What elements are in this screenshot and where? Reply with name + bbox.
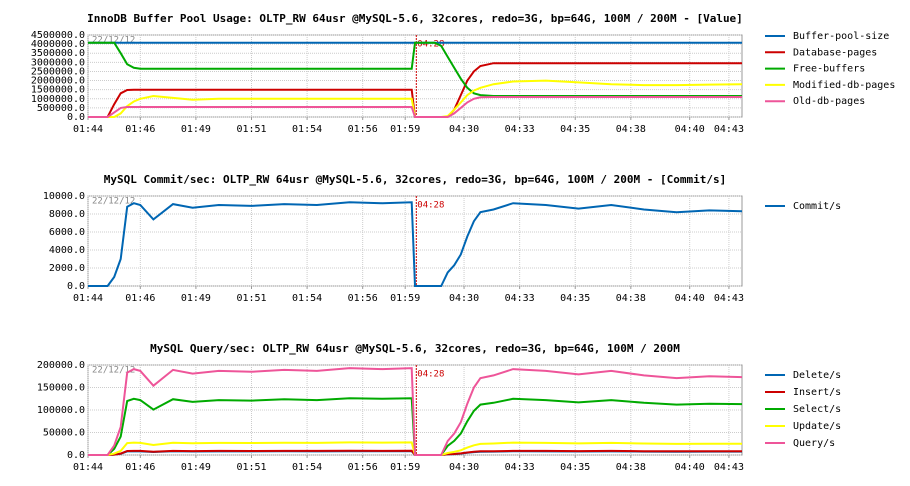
x-tick-label: 01:54 — [292, 124, 322, 135]
x-tick-label: 01:49 — [181, 293, 211, 304]
y-tick-label: 6000.0 — [49, 227, 85, 238]
legend-label: Database-pages — [793, 47, 877, 58]
y-tick-label: 10000.0 — [43, 191, 85, 202]
chart-title: MySQL Commit/sec: OLTP_RW 64usr @MySQL-5… — [104, 173, 727, 186]
x-tick-label: 01:51 — [236, 124, 266, 135]
x-tick-label: 01:56 — [348, 462, 378, 473]
legend-label: Query/s — [793, 438, 835, 449]
legend-label: Modified-db-pages — [793, 80, 895, 91]
chart-title: InnoDB Buffer Pool Usage: OLTP_RW 64usr … — [87, 12, 743, 25]
y-tick-label: 200000.0 — [37, 360, 85, 371]
x-tick-label: 01:54 — [292, 462, 322, 473]
y-tick-label: 100000.0 — [37, 405, 85, 416]
legend-label: Delete/s — [793, 370, 841, 381]
x-tick-label: 04:40 — [675, 462, 705, 473]
x-tick-label: 01:54 — [292, 293, 322, 304]
x-tick-label: 04:38 — [616, 124, 646, 135]
x-tick-label: 01:51 — [236, 462, 266, 473]
x-tick-label: 04:33 — [505, 293, 535, 304]
y-tick-label: 50000.0 — [43, 428, 85, 439]
series-line — [88, 367, 743, 456]
y-tick-label: 4000000.0 — [31, 39, 85, 50]
x-tick-label: 01:46 — [125, 124, 155, 135]
marker-label: 04:28 — [417, 201, 444, 211]
legend-label: Commit/s — [793, 201, 841, 212]
legend-label: Buffer-pool-size — [793, 31, 889, 42]
x-tick-label: 01:46 — [125, 293, 155, 304]
x-tick-label: 04:38 — [616, 462, 646, 473]
x-tick-label: 01:59 — [390, 293, 420, 304]
y-tick-label: 0.0 — [67, 112, 85, 123]
marker-label: 04:28 — [417, 40, 444, 50]
chart-panel: 0.0500000.01000000.01500000.02000000.025… — [31, 12, 896, 135]
series-line — [88, 96, 742, 118]
x-tick-label: 04:35 — [560, 462, 590, 473]
y-tick-label: 0.0 — [67, 450, 85, 461]
y-tick-label: 3000000.0 — [31, 57, 85, 68]
x-tick-label: 04:43 — [714, 462, 744, 473]
x-tick-label: 01:59 — [390, 124, 420, 135]
y-tick-label: 1000000.0 — [31, 94, 85, 105]
x-tick-label: 04:43 — [714, 124, 744, 135]
y-tick-label: 150000.0 — [37, 383, 85, 394]
legend-label: Insert/s — [793, 387, 841, 398]
x-tick-label: 01:44 — [73, 293, 103, 304]
y-tick-label: 2000.0 — [49, 263, 85, 274]
x-tick-label: 04:30 — [449, 124, 479, 135]
date-label: 22/12/12 — [92, 197, 135, 207]
y-tick-label: 8000.0 — [49, 209, 85, 220]
x-tick-label: 04:35 — [560, 124, 590, 135]
y-tick-label: 0.0 — [67, 281, 85, 292]
x-tick-label: 04:33 — [505, 462, 535, 473]
legend-label: Old-db-pages — [793, 96, 865, 107]
x-tick-label: 04:30 — [449, 293, 479, 304]
x-tick-label: 01:44 — [73, 124, 103, 135]
y-tick-label: 1500000.0 — [31, 85, 85, 96]
chart-panel: 0.0 50000.0 100000.0 150000.0 200000.0 01:44 0… — [37, 342, 841, 473]
y-tick-label: 4000.0 — [49, 245, 85, 256]
y-tick-label: 4500000.0 — [31, 30, 85, 41]
x-tick-label: 01:49 — [181, 462, 211, 473]
date-label: 22/12/12 — [92, 36, 135, 46]
y-tick-label: 3500000.0 — [31, 48, 85, 59]
x-tick-label: 04:43 — [714, 293, 744, 304]
marker-label: 04:28 — [417, 370, 444, 380]
date-label: 22/12/12 — [92, 366, 135, 376]
x-tick-label: 04:38 — [616, 293, 646, 304]
x-tick-label: 01:56 — [348, 293, 378, 304]
chart-panel: 0.0 2000.0 4000.0 6000.0 8000.0 10000.0 01:44 0… — [43, 173, 841, 304]
x-tick-label: 04:33 — [505, 124, 535, 135]
x-tick-label: 01:56 — [348, 124, 378, 135]
x-tick-label: 04:40 — [675, 293, 705, 304]
x-tick-label: 04:30 — [449, 462, 479, 473]
series-line — [88, 201, 743, 287]
x-tick-label: 04:35 — [560, 293, 590, 304]
y-tick-label: 2000000.0 — [31, 76, 85, 87]
y-tick-label: 500000.0 — [37, 103, 85, 114]
x-tick-label: 04:40 — [675, 124, 705, 135]
legend-label: Select/s — [793, 404, 841, 415]
legend-label: Free-buffers — [793, 64, 865, 75]
x-tick-label: 01:51 — [236, 293, 266, 304]
x-tick-label: 01:49 — [181, 124, 211, 135]
x-tick-label: 01:44 — [73, 462, 103, 473]
legend-label: Update/s — [793, 421, 841, 432]
y-tick-label: 2500000.0 — [31, 66, 85, 77]
chart-title: MySQL Query/sec: OLTP_RW 64usr @MySQL-5.… — [150, 342, 680, 355]
x-tick-label: 01:46 — [125, 462, 155, 473]
x-tick-label: 01:59 — [390, 462, 420, 473]
